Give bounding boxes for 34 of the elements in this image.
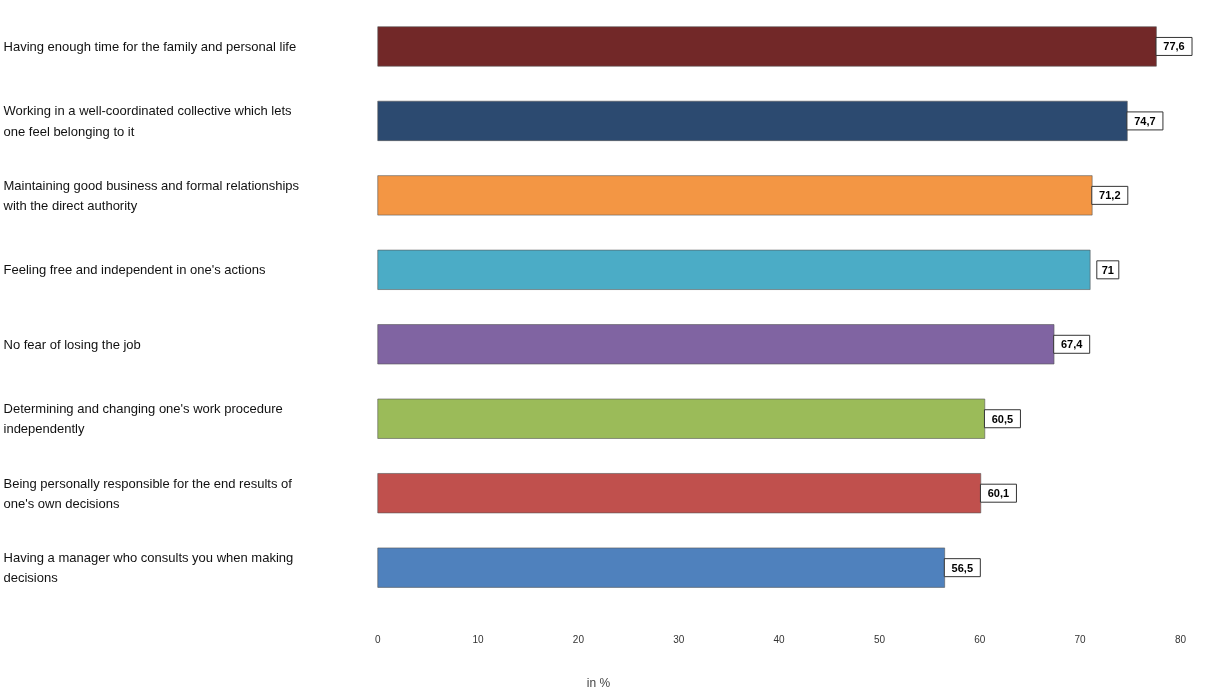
data-label: 71,2 [1099, 189, 1121, 202]
data-label: 60,5 [991, 412, 1014, 425]
x-tick-label: 10 [472, 633, 485, 645]
bar [377, 473, 982, 514]
x-tick-label: 80 [1174, 633, 1187, 645]
bar [377, 249, 1091, 290]
data-label: 71 [1101, 263, 1114, 276]
data-label: 67,4 [1060, 338, 1084, 351]
y-tick-label: Having enough time for the family and personal life [3, 38, 297, 54]
x-tick-label: 50 [873, 633, 886, 645]
bar [377, 100, 1128, 141]
x-tick-label: 40 [773, 633, 786, 645]
y-tick-label: Determining and changing one's work procedure independently [3, 401, 283, 437]
bar [377, 547, 945, 588]
x-axis-title: in % [586, 675, 611, 690]
bar [377, 175, 1093, 216]
data-label: 74,7 [1134, 114, 1156, 127]
x-tick-label: 20 [572, 633, 585, 645]
y-tick-label: Maintaining good business and formal relationships with the direct authority [2, 177, 300, 213]
y-tick-label: Being personally responsible for the end results of one's own decisions [3, 475, 293, 511]
bar [377, 324, 1055, 365]
data-label: 56,5 [951, 561, 974, 574]
y-tick-label: Having a manager who consults you when making decisions [3, 550, 294, 586]
x-tick-label: 70 [1074, 633, 1087, 645]
data-label: 77,6 [1163, 40, 1185, 53]
bar [377, 26, 1157, 67]
y-tick-label: No fear of losing the job [3, 336, 141, 352]
x-tick-label: 30 [673, 633, 685, 645]
x-tick-label: 60 [974, 633, 986, 645]
bar [377, 398, 986, 439]
y-tick-label: Working in a well-coordinated collective which lets one feel belonging to it [3, 103, 293, 139]
x-tick-label: 0 [374, 633, 381, 645]
data-label: 60,1 [987, 487, 1010, 500]
y-tick-label: Feeling free and independent in one's actions [3, 262, 266, 278]
